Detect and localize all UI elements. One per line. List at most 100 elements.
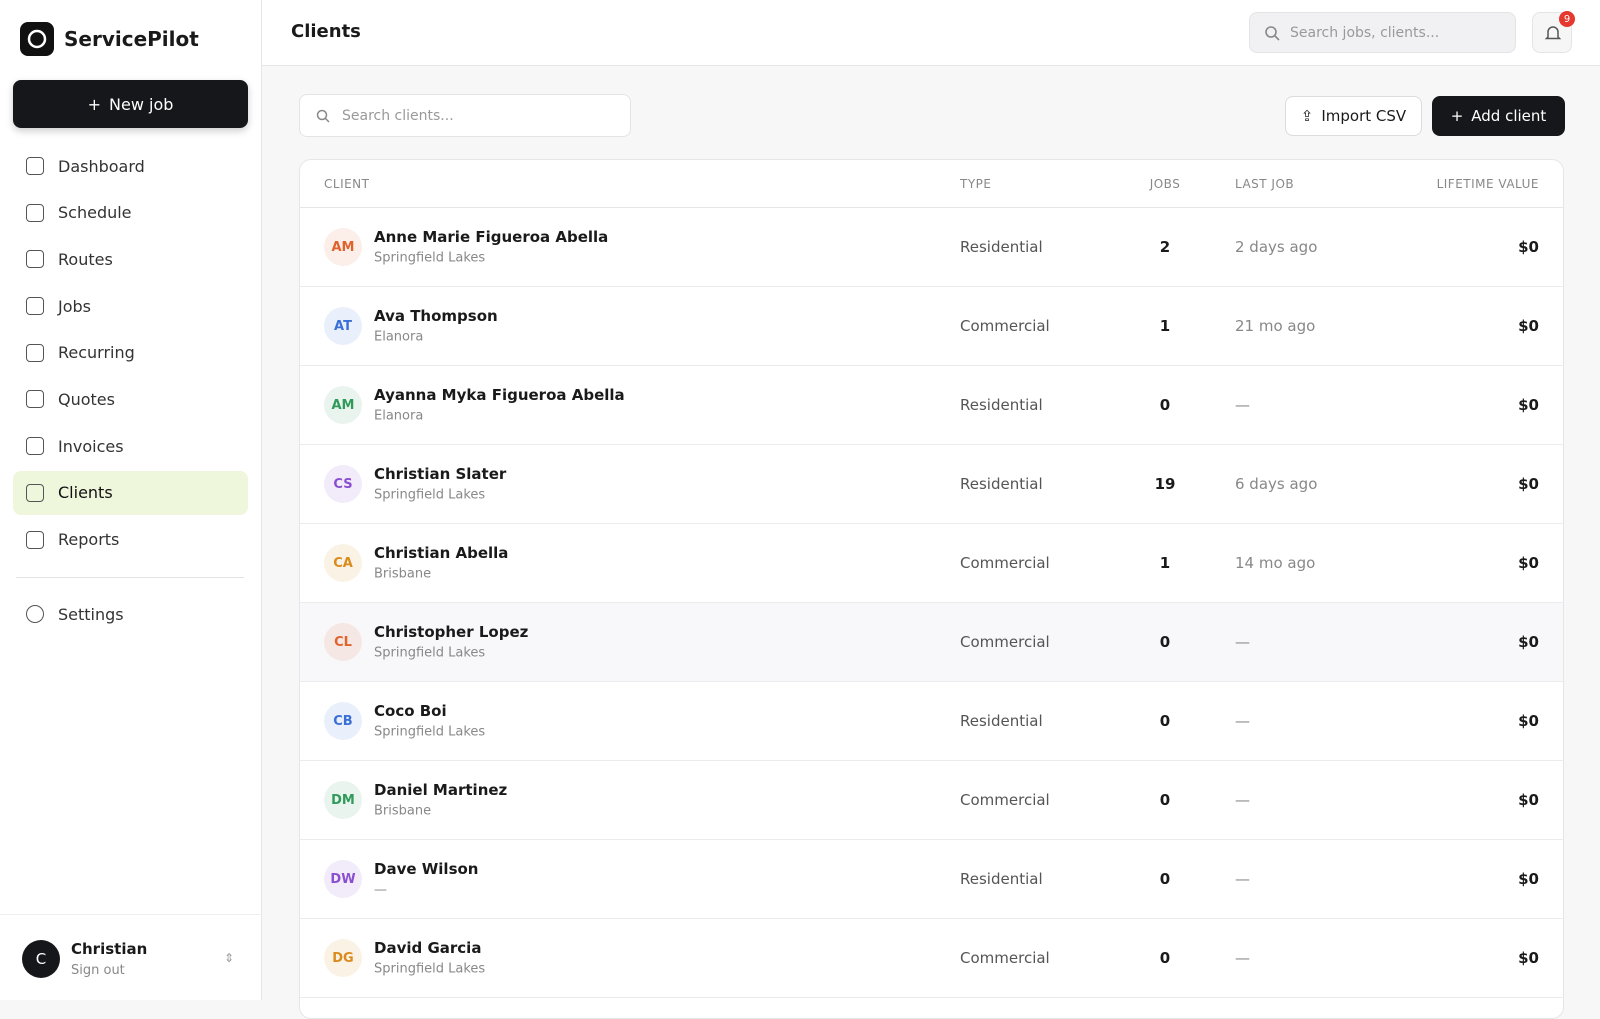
client-name: Dave Wilson	[374, 860, 479, 878]
client-type: Residential	[960, 396, 1043, 414]
client-row[interactable]: CS Christian Slater Springfield Lakes Resid…	[300, 445, 1563, 524]
new-job-label: New job	[109, 94, 174, 114]
client-jobs: 1	[1159, 317, 1171, 335]
nav-label: Routes	[58, 249, 113, 269]
client-name: Coco Boi	[374, 702, 447, 720]
client-type: Commercial	[960, 791, 1050, 809]
client-avatar: DM	[324, 781, 362, 819]
client-last-job: 14 mo ago	[1235, 554, 1316, 572]
client-row[interactable]: CB Coco Boi Springfield Lakes Residential 0 —…	[300, 682, 1563, 761]
client-location: Brisbane	[374, 566, 432, 582]
client-last-job: —	[1235, 949, 1250, 967]
global-search[interactable]: Search jobs, clients...	[1249, 12, 1516, 53]
topbar: Clients Search jobs, clients... 9	[262, 0, 1600, 66]
client-last-job: 6 days ago	[1235, 475, 1318, 493]
client-type: Commercial	[960, 554, 1050, 572]
client-lifetime-value: $0	[1518, 791, 1539, 809]
settings-link[interactable]: Settings	[13, 592, 248, 636]
nav-item[interactable]: Routes	[13, 237, 248, 281]
notifications[interactable]: 9	[1532, 11, 1575, 53]
nav: Dashboard Schedule Routes Jobs Recurring Quot…	[13, 144, 248, 564]
user-name: Christian	[71, 940, 148, 958]
client-location: Brisbane	[374, 803, 432, 819]
client-row[interactable]: AM Anne Marie Figueroa Abella Springfield …	[300, 208, 1563, 287]
user-menu[interactable]: C Christian Sign out ⇕	[0, 914, 262, 1000]
nav-item[interactable]: Reports	[13, 518, 248, 562]
col-header: LIFETIME VALUE	[1436, 176, 1539, 191]
client-lifetime-value: $0	[1518, 238, 1539, 256]
client-jobs: 0	[1159, 712, 1171, 730]
client-name: David Garcia	[374, 939, 482, 957]
nav-label: Jobs	[58, 296, 91, 316]
client-last-job: —	[1235, 712, 1250, 730]
nav-icon	[26, 343, 44, 362]
client-lifetime-value: $0	[1518, 396, 1539, 414]
client-row[interactable]: DG David Garcia Springfield Lakes Commercia…	[300, 919, 1563, 998]
notification-count: 9	[1559, 11, 1575, 27]
import-label: Import CSV	[1321, 107, 1407, 125]
client-jobs: 0	[1159, 633, 1171, 651]
client-lifetime-value: $0	[1518, 949, 1539, 967]
client-avatar: CS	[324, 465, 362, 503]
nav-item[interactable]: Dashboard	[13, 144, 248, 188]
client-row[interactable]: DW Dave Wilson — Residential 0 — $0	[300, 840, 1563, 919]
client-last-job: —	[1235, 396, 1250, 414]
user-avatar: C	[22, 940, 60, 978]
client-avatar: DW	[324, 860, 362, 898]
client-name: Daniel Martinez	[374, 781, 508, 799]
client-last-job: —	[1235, 791, 1250, 809]
nav-icon	[26, 483, 44, 502]
client-name: Christian Slater	[374, 465, 507, 483]
client-avatar: AM	[324, 228, 362, 266]
client-name: Christopher Lopez	[374, 623, 529, 641]
nav-label: Reports	[58, 530, 120, 549]
client-type: Commercial	[960, 633, 1050, 651]
nav-icon	[26, 157, 44, 175]
add-client-button[interactable]: + Add client	[1432, 96, 1565, 136]
client-last-job: 2 days ago	[1235, 238, 1318, 256]
add-label: Add client	[1471, 107, 1547, 125]
nav-label: Schedule	[58, 203, 132, 223]
client-jobs: 0	[1159, 949, 1171, 967]
client-name: Anne Marie Figueroa Abella	[374, 228, 609, 246]
nav-item[interactable]: Schedule	[13, 191, 248, 235]
nav-label: Invoices	[58, 436, 124, 456]
nav-item[interactable]: Recurring	[13, 331, 248, 375]
client-row[interactable]: AT Ava Thompson Elanora Commercial 1 21 mo ag…	[300, 287, 1563, 366]
col-header: TYPE	[960, 176, 992, 191]
client-last-job: —	[1235, 633, 1250, 651]
client-type: Residential	[960, 870, 1043, 888]
client-jobs: 0	[1159, 870, 1171, 888]
client-avatar: DG	[324, 939, 362, 977]
client-jobs: 0	[1159, 791, 1171, 809]
client-row[interactable]: CL Christopher Lopez Springfield Lakes Comm…	[300, 603, 1563, 682]
client-row[interactable]: CA Christian Abella Brisbane Commercial 1 14 …	[300, 524, 1563, 603]
nav-label: Quotes	[58, 389, 115, 409]
client-last-job: —	[1235, 870, 1250, 888]
nav-item[interactable]: Quotes	[13, 377, 248, 421]
nav-item[interactable]: Clients	[13, 470, 248, 515]
client-lifetime-value: $0	[1518, 870, 1539, 888]
nav-item[interactable]: Invoices	[13, 424, 248, 468]
nav-item[interactable]: Jobs	[13, 284, 248, 328]
sidebar: ServicePilot + New job Dashboard Schedule R…	[0, 0, 262, 1000]
client-type: Residential	[960, 712, 1043, 730]
nav-icon	[26, 530, 44, 549]
client-search-placeholder: Search clients...	[342, 107, 454, 124]
client-type: Residential	[960, 475, 1043, 493]
client-location: Springfield Lakes	[374, 724, 486, 740]
client-search[interactable]: Search clients...	[299, 94, 631, 137]
brand: ServicePilot	[20, 22, 199, 56]
new-job-button[interactable]: + New job	[13, 80, 248, 128]
client-type: Residential	[960, 238, 1043, 256]
clients-table: CLIENT TYPE JOBS LAST JOB LIFETIME VALUE…	[299, 159, 1564, 1019]
nav-icon	[26, 297, 44, 316]
import-csv-button[interactable]: ⇪ Import CSV	[1285, 96, 1422, 136]
client-location: Springfield Lakes	[374, 961, 486, 977]
client-row[interactable]: DM Daniel Martinez Brisbane Commercial 0 — $0	[300, 761, 1563, 840]
client-location: Springfield Lakes	[374, 645, 486, 661]
client-row[interactable]: AM Ayanna Myka Figueroa Abella Elanora Resi…	[300, 366, 1563, 445]
sign-out[interactable]: Sign out	[71, 963, 125, 978]
nav-label: Recurring	[58, 343, 135, 363]
